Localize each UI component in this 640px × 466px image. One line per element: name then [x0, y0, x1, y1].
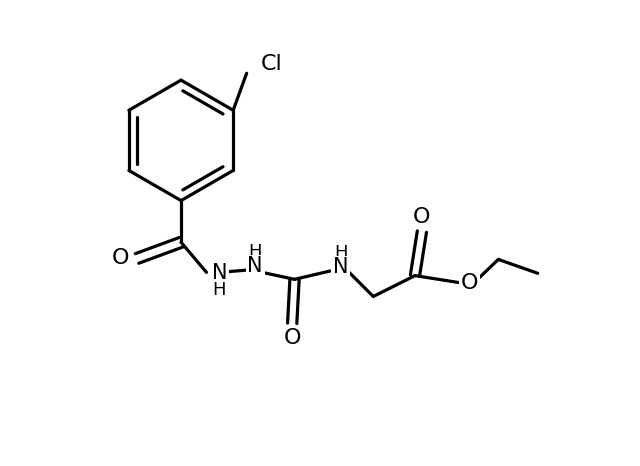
Text: O: O — [413, 207, 431, 227]
Text: H: H — [248, 243, 262, 261]
Text: H: H — [334, 244, 348, 262]
Text: O: O — [112, 248, 129, 268]
Text: H: H — [212, 281, 225, 299]
Text: Cl: Cl — [260, 54, 282, 74]
Text: N: N — [212, 263, 228, 283]
Text: O: O — [460, 273, 478, 293]
Text: O: O — [284, 328, 301, 348]
Text: N: N — [248, 256, 263, 276]
Text: N: N — [333, 257, 349, 277]
